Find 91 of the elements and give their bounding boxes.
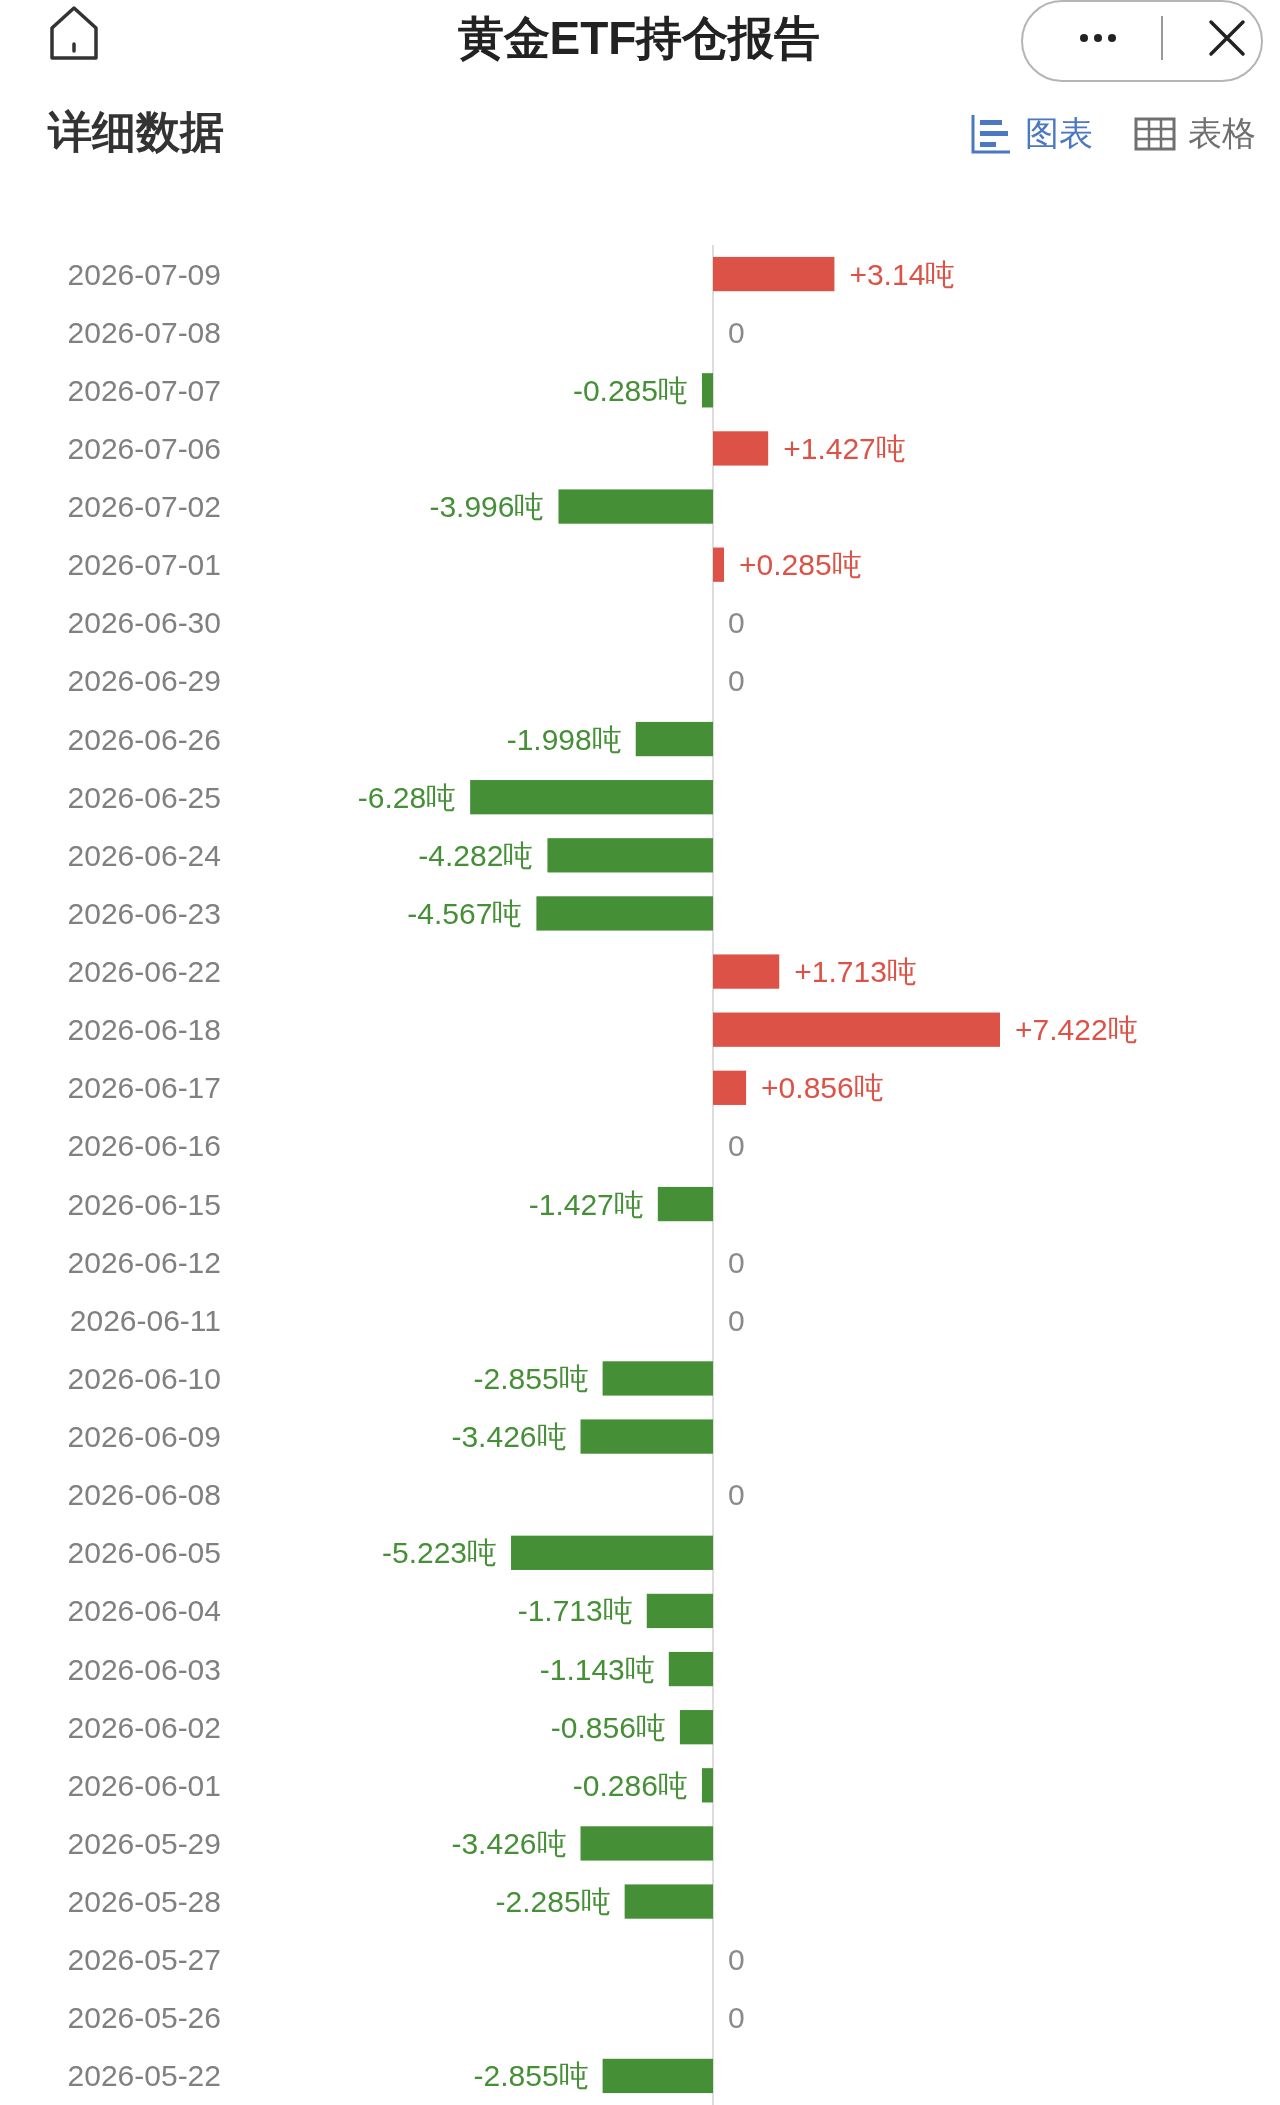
- data-label: 0: [728, 1245, 745, 1279]
- y-tick-label: 2026-07-02: [67, 490, 221, 524]
- bar: [713, 1012, 1000, 1047]
- data-label: 0: [728, 1303, 745, 1337]
- bar: [713, 256, 835, 292]
- y-tick-label: 2026-06-30: [67, 606, 221, 640]
- y-tick-label: 2026-05-26: [67, 2001, 221, 2035]
- y-tick-label: 2026-07-01: [67, 548, 221, 582]
- y-tick-label: 2026-06-29: [67, 664, 221, 698]
- y-tick-label: 2026-06-03: [67, 1652, 221, 1686]
- data-label: -6.28吨: [357, 780, 457, 814]
- y-tick-label: 2026-06-09: [67, 1420, 221, 1454]
- bar: [635, 721, 713, 757]
- y-tick-label: 2026-06-17: [67, 1071, 221, 1105]
- y-tick-label: 2026-06-16: [67, 1129, 221, 1163]
- bar: [580, 1419, 713, 1454]
- data-label: 0: [728, 2001, 745, 2035]
- data-label: +0.856吨: [761, 1071, 884, 1105]
- bar: [713, 547, 725, 582]
- y-tick-label: 2026-06-25: [67, 780, 221, 814]
- data-label: -2.285吨: [495, 1885, 611, 1919]
- y-tick-label: 2026-05-27: [67, 1943, 221, 1977]
- bar: [713, 954, 780, 989]
- chart-title: 黄金ETF持仓报告: [457, 12, 821, 64]
- data-label: -2.855吨: [473, 1361, 589, 1395]
- bar: [701, 373, 713, 408]
- y-tick-label: 2026-06-10: [67, 1361, 221, 1395]
- y-tick-label: 2026-06-12: [67, 1245, 221, 1279]
- bar: [646, 1593, 713, 1629]
- data-label: -4.567吨: [407, 896, 523, 930]
- chart-subtitle: 详细数据: [47, 106, 224, 156]
- data-label: -5.223吨: [381, 1536, 498, 1570]
- data-label: -1.713吨: [517, 1594, 633, 1628]
- data-label: -0.285吨: [572, 373, 688, 407]
- data-label: -3.996吨: [429, 490, 545, 524]
- data-label: +1.713吨: [794, 955, 917, 989]
- data-label: 0: [728, 606, 745, 640]
- data-label: -0.286吨: [572, 1768, 688, 1802]
- bar: [657, 1186, 713, 1222]
- y-tick-label: 2026-07-06: [67, 431, 221, 465]
- y-tick-label: 2026-06-05: [67, 1536, 221, 1570]
- bar: [713, 1070, 747, 1105]
- data-label: -3.426吨: [451, 1420, 567, 1454]
- data-label: +3.14吨: [849, 257, 956, 291]
- data-label: -3.426吨: [451, 1826, 567, 1860]
- y-tick-label: 2026-06-01: [67, 1768, 221, 1802]
- y-tick-label: 2026-06-11: [69, 1303, 221, 1337]
- data-label: 0: [728, 315, 745, 349]
- y-tick-label: 2026-06-18: [67, 1013, 221, 1047]
- bar: [602, 2058, 713, 2094]
- y-tick-label: 2026-07-08: [67, 315, 221, 349]
- data-label: +0.285吨: [739, 548, 862, 582]
- data-label: -1.998吨: [506, 722, 622, 756]
- y-tick-label: 2026-07-07: [67, 373, 221, 407]
- bar: [602, 1361, 713, 1396]
- data-label: +1.427吨: [783, 431, 906, 465]
- y-tick-label: 2026-06-04: [67, 1594, 221, 1628]
- text: 图表: [1025, 114, 1093, 152]
- y-tick-label: 2026-06-02: [67, 1710, 221, 1744]
- data-label: -1.427吨: [528, 1187, 644, 1221]
- data-label: 0: [728, 1943, 745, 1977]
- data-label: -4.282吨: [418, 838, 534, 872]
- bar: [668, 1651, 713, 1687]
- bar: [547, 838, 713, 873]
- y-tick-label: 2026-07-09: [67, 257, 221, 291]
- y-tick-label: 2026-05-22: [67, 2059, 221, 2093]
- data-label: 0: [728, 1129, 745, 1163]
- bar: [511, 1535, 713, 1570]
- y-tick-label: 2026-06-08: [67, 1478, 221, 1512]
- bar: [701, 1768, 713, 1803]
- y-tick-label: 2026-06-23: [67, 896, 221, 930]
- data-label: -0.856吨: [550, 1710, 666, 1744]
- bar: [624, 1884, 713, 1919]
- data-label: +7.422吨: [1015, 1013, 1138, 1047]
- y-tick-label: 2026-06-26: [67, 722, 221, 756]
- bar: [713, 431, 769, 466]
- bar: [470, 780, 713, 815]
- y-tick-label: 2026-06-15: [67, 1187, 221, 1221]
- data-label: -1.143吨: [539, 1652, 655, 1686]
- data-label: 0: [728, 1478, 745, 1512]
- y-tick-label: 2026-05-28: [67, 1885, 221, 1919]
- y-tick-label: 2026-06-24: [67, 838, 221, 872]
- bar: [558, 489, 713, 524]
- bar: [580, 1826, 713, 1861]
- data-label: -2.855吨: [473, 2059, 589, 2093]
- bar: [536, 896, 713, 931]
- y-tick-label: 2026-05-29: [67, 1826, 221, 1860]
- text: 表格: [1188, 114, 1256, 152]
- data-label: 0: [728, 664, 745, 698]
- y-tick-label: 2026-06-22: [67, 955, 221, 989]
- bar: [679, 1710, 713, 1745]
